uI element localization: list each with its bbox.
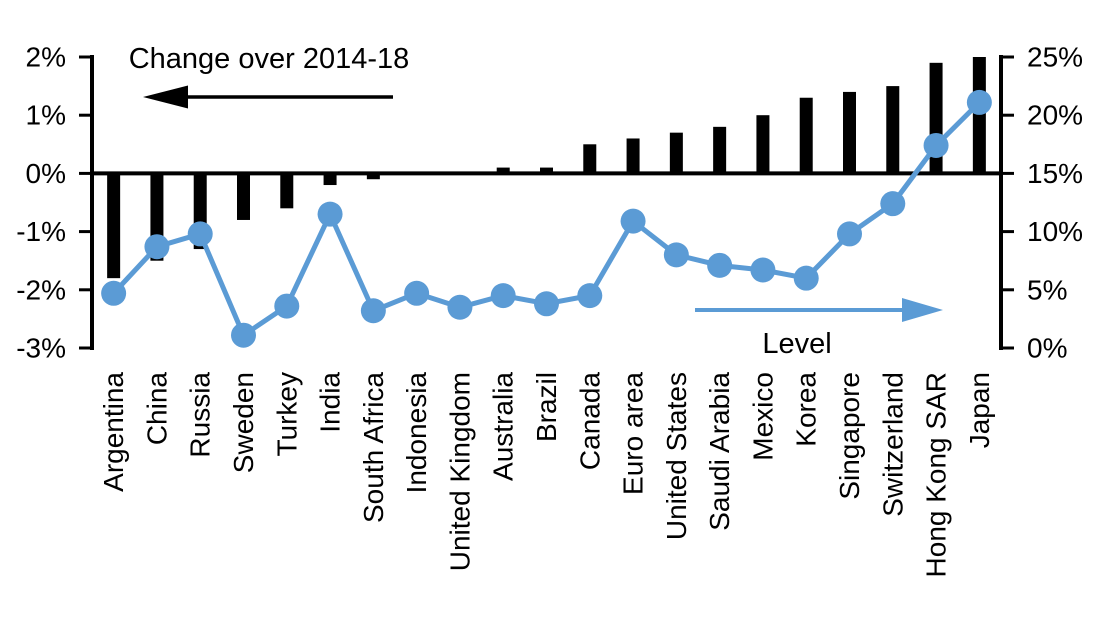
dot-canada (577, 283, 603, 309)
left-axis-tick-label: 1% (26, 100, 66, 131)
bar-saudi-arabia (713, 126, 727, 174)
x-label-india: India (315, 372, 346, 433)
dot-turkey (274, 293, 300, 319)
x-label-japan: Japan (964, 372, 995, 448)
right-axis-tick-label: 15% (1027, 158, 1083, 189)
left-axis-tick-label: 2% (26, 42, 66, 73)
dot-singapore (837, 221, 862, 247)
level-arrow-head (902, 298, 943, 322)
dot-japan (966, 89, 992, 115)
x-label-indonesia: Indonesia (401, 372, 432, 494)
x-label-singapore: Singapore (834, 372, 865, 500)
x-label-russia: Russia (185, 372, 216, 458)
bar-turkey (280, 173, 294, 209)
right-axis-tick-label: 20% (1027, 100, 1083, 131)
x-label-brazil: Brazil (531, 372, 562, 442)
bar-brazil (540, 167, 553, 174)
bar-switzerland (886, 86, 900, 174)
x-label-united-states: United States (661, 372, 692, 540)
x-label-saudi-arabia: Saudi Arabia (704, 372, 735, 531)
left-axis-tick-label: 0% (26, 158, 66, 189)
dot-south-africa (360, 298, 386, 324)
bar-arrow-head (143, 85, 188, 109)
bar-india (323, 173, 337, 186)
x-label-sweden: Sweden (228, 372, 259, 473)
dot-australia (490, 283, 516, 309)
right-axis-tick-label: 25% (1027, 42, 1083, 73)
dot-brazil (534, 291, 559, 317)
left-axis-tick-label: -3% (16, 333, 66, 364)
bar-singapore (843, 91, 856, 174)
right-axis-tick-label: 5% (1027, 274, 1067, 305)
dot-hong-kong-sar (923, 132, 949, 158)
dot-saudi-arabia (707, 252, 733, 278)
dot-korea (793, 265, 819, 291)
bar-series-label: Change over 2014-18 (129, 43, 410, 75)
bar-australia (496, 167, 510, 174)
dot-euro-area (620, 208, 646, 234)
bar-canada (583, 144, 597, 174)
line-series-label: Level (762, 328, 831, 360)
dot-china (144, 234, 170, 260)
bar-korea (799, 97, 813, 174)
x-label-korea: Korea (791, 372, 822, 447)
x-label-united-kingdom: United Kingdom (444, 372, 475, 571)
x-label-china: China (141, 372, 172, 446)
dot-india (317, 201, 343, 227)
dot-russia (187, 221, 213, 247)
left-axis-tick-label: -2% (16, 274, 66, 305)
dot-sweden (231, 322, 256, 348)
dot-argentina (101, 280, 127, 306)
dot-united-kingdom (447, 294, 473, 320)
dot-switzerland (880, 191, 906, 217)
right-axis-tick-label: 0% (1027, 333, 1067, 364)
bar-argentina (107, 173, 121, 279)
dot-indonesia (404, 280, 430, 306)
x-label-turkey: Turkey (271, 372, 302, 457)
dot-mexico (750, 257, 776, 283)
bar-south-africa (366, 173, 380, 180)
x-label-south-africa: South Africa (358, 372, 389, 523)
x-label-canada: Canada (574, 372, 605, 471)
bar-united-states (669, 132, 683, 174)
x-label-switzerland: Switzerland (877, 372, 908, 517)
x-label-euro-area: Euro area (618, 372, 649, 495)
right-axis-tick-label: 10% (1027, 216, 1083, 247)
left-axis-tick-label: -1% (16, 216, 66, 247)
dot-united-states (663, 242, 689, 268)
x-label-argentina: Argentina (98, 372, 129, 492)
x-label-mexico: Mexico (747, 372, 778, 461)
x-label-australia: Australia (488, 372, 519, 481)
bar-japan (972, 57, 986, 174)
bar-mexico (756, 115, 770, 174)
x-label-hong-kong-sar: Hong Kong SAR (921, 372, 952, 577)
bar-sweden (237, 173, 250, 220)
bar-euro-area (626, 138, 640, 174)
